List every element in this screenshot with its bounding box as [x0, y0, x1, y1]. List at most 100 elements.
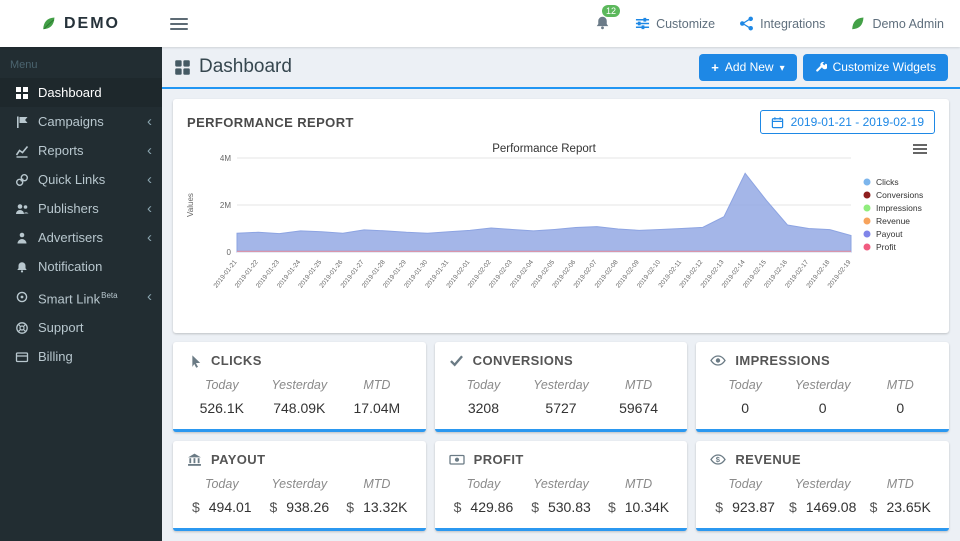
dashboard-icon — [16, 86, 28, 99]
sidebar-item-label: Quick Links — [38, 172, 106, 187]
stat-label: Yesterday — [794, 378, 851, 392]
calendar-icon — [771, 116, 783, 128]
legend-marker-conversions[interactable] — [863, 191, 871, 199]
legend-item-revenue[interactable]: Revenue — [876, 216, 910, 226]
stat-title-text: CLICKS — [211, 353, 262, 368]
smart-link-icon — [16, 291, 28, 303]
svg-text:$: $ — [716, 455, 721, 464]
y-axis-title: Values — [186, 193, 195, 217]
nav-user-menu[interactable]: Demo Admin — [849, 15, 944, 32]
legend-item-payout[interactable]: Payout — [876, 229, 903, 239]
sidebar-item-quick-links[interactable]: Quick Links — [0, 165, 162, 194]
sidebar-item-label: Publishers — [38, 201, 99, 216]
nav-user-label: Demo Admin — [872, 16, 944, 31]
y-axis-tick-label: 4M — [220, 154, 231, 163]
stat-value: 17.04M — [353, 400, 401, 416]
legend-item-clicks[interactable]: Clicks — [876, 177, 899, 187]
chevron-left-icon — [147, 292, 152, 302]
stat-label: Yesterday — [271, 477, 328, 491]
legend-item-profit[interactable]: Profit — [876, 242, 896, 252]
stat-label: Today — [204, 477, 239, 491]
chevron-left-icon — [147, 146, 152, 156]
quick-links-icon — [15, 173, 29, 186]
beta-badge: Beta — [101, 291, 118, 300]
sidebar-item-campaigns[interactable]: Campaigns — [0, 107, 162, 136]
sidebar-item-label: Advertisers — [38, 230, 104, 245]
stat-label: MTD — [886, 477, 914, 491]
sidebar-toggle-icon[interactable] — [170, 15, 188, 33]
currency-symbol: $ — [869, 499, 878, 515]
date-range-label: 2019-01-21 - 2019-02-19 — [790, 115, 924, 129]
legend-item-conversions[interactable]: Conversions — [876, 190, 923, 200]
stat-title-text: CONVERSIONS — [472, 353, 574, 368]
stat-label: Yesterday — [271, 378, 328, 392]
notification-bell-icon — [17, 261, 27, 273]
sidebar-item-support[interactable]: Support — [0, 313, 162, 342]
nav-customize-label: Customize — [656, 16, 716, 31]
clicks-icon — [192, 355, 201, 368]
sidebar-item-label: Dashboard — [38, 85, 102, 100]
stat-value: 0 — [741, 400, 749, 416]
legend-marker-payout[interactable] — [863, 230, 871, 238]
sidebar-item-advertisers[interactable]: Advertisers — [0, 223, 162, 252]
sidebar-item-notification[interactable]: Notification — [0, 252, 162, 281]
revenue-money-eye-icon: $ — [710, 454, 727, 465]
performance-report-title: PERFORMANCE REPORT — [187, 114, 354, 130]
chevron-left-icon — [147, 233, 152, 243]
payout-bank-icon — [188, 453, 201, 466]
legend-marker-impressions[interactable] — [863, 204, 871, 212]
stat-label: MTD — [363, 378, 391, 392]
legend-item-impressions[interactable]: Impressions — [876, 203, 922, 213]
main-content: Dashboard Add New Customize Widgets PERF… — [162, 47, 960, 541]
sidebar-item-reports[interactable]: Reports — [0, 136, 162, 165]
sidebar-item-label: Reports — [38, 143, 84, 158]
sidebar-item-dashboard[interactable]: Dashboard — [0, 78, 162, 107]
stat-label: Today — [466, 378, 501, 392]
sidebar-item-smart-link[interactable]: Smart LinkBeta — [0, 281, 162, 313]
currency-symbol: $ — [531, 499, 539, 515]
series-area-clicks — [236, 172, 852, 253]
legend-marker-profit[interactable] — [863, 243, 871, 251]
sidebar-item-publishers[interactable]: Publishers — [0, 194, 162, 223]
support-lifering-icon — [16, 321, 28, 334]
add-new-button[interactable]: Add New — [699, 53, 797, 81]
stat-card-conversions: CONVERSIONS Today 3208 Yesterday 5727 MTD 5… — [434, 342, 688, 432]
dashboard-grid-icon — [175, 59, 190, 75]
stat-value: $10.34K — [607, 499, 670, 515]
currency-symbol: $ — [715, 499, 724, 515]
stat-card-clicks: CLICKS Today 526.1K Yesterday 748.09K MTD 1… — [173, 342, 426, 432]
stat-value: 526.1K — [199, 400, 244, 416]
top-navbar: DEMO 12 Customize — [0, 0, 960, 47]
chevron-left-icon — [147, 175, 152, 185]
chart-title: Performance Report — [492, 143, 596, 155]
stat-label: MTD — [363, 477, 391, 491]
reports-icon — [15, 145, 29, 158]
page-title: Dashboard — [174, 56, 292, 78]
caret-down-icon — [780, 60, 785, 74]
stat-label: Yesterday — [794, 477, 851, 491]
brand-logo[interactable]: DEMO — [0, 15, 162, 33]
legend-marker-clicks[interactable] — [863, 178, 871, 186]
stat-title-text: PAYOUT — [211, 452, 266, 467]
stat-card-profit: PROFIT Today $429.86 Yesterday $530.83 MTD… — [434, 441, 688, 531]
stat-card-impressions: IMPRESSIONS Today 0 Yesterday 0 MTD 0 — [696, 342, 949, 432]
customize-widgets-button[interactable]: Customize Widgets — [802, 53, 948, 81]
stat-value: 59674 — [619, 400, 659, 416]
advertisers-icon — [17, 232, 27, 243]
date-range-picker[interactable]: 2019-01-21 - 2019-02-19 — [759, 110, 935, 134]
publishers-icon — [16, 203, 29, 214]
nav-integrations[interactable]: Integrations — [739, 16, 825, 31]
stats-row-2: PAYOUT Today $494.01 Yesterday $938.26 MTD… — [173, 441, 949, 531]
stats-row-1: CLICKS Today 526.1K Yesterday 748.09K MTD 1… — [173, 342, 949, 432]
nav-customize[interactable]: Customize — [635, 16, 715, 31]
notifications-bell[interactable]: 12 — [594, 4, 621, 34]
legend-marker-revenue[interactable] — [863, 217, 871, 225]
sidebar-item-billing[interactable]: Billing — [0, 342, 162, 371]
chart-context-menu-icon[interactable] — [913, 142, 927, 156]
profit-money-icon — [449, 454, 465, 465]
stat-value: 0 — [896, 400, 905, 416]
chevron-left-icon — [147, 117, 152, 127]
sidebar: Menu Dashboard Campaigns Reports Quick L… — [0, 47, 162, 541]
stat-title-text: PROFIT — [473, 452, 524, 467]
currency-symbol: $ — [269, 499, 278, 515]
